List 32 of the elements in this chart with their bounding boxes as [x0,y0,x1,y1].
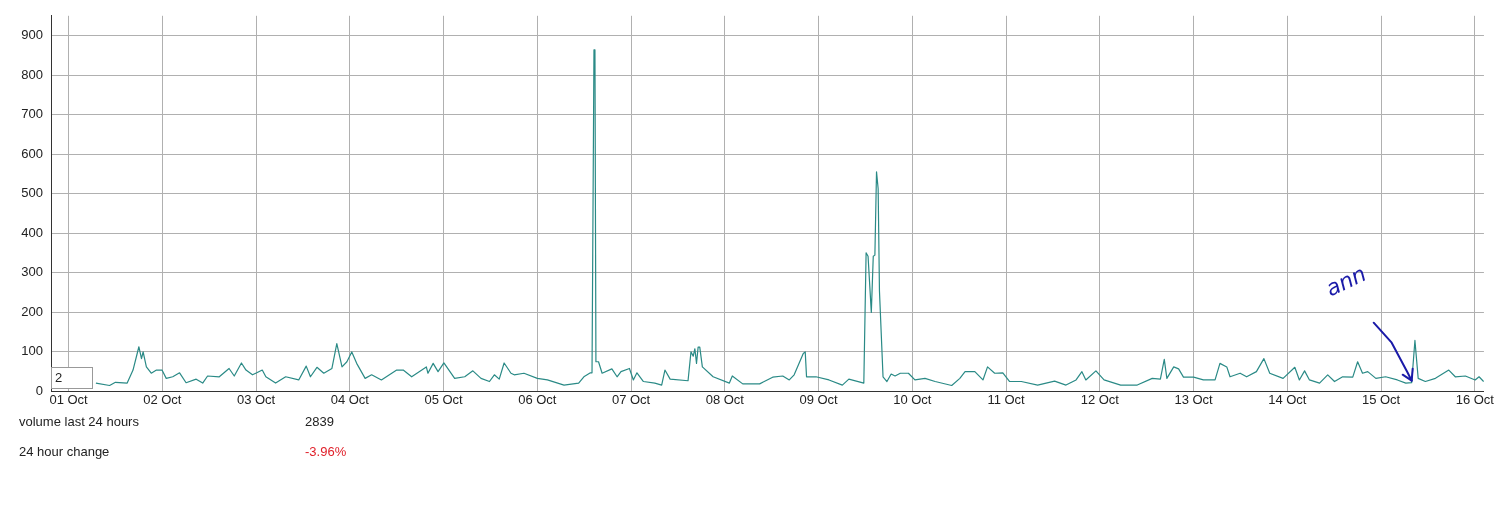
x-tick-label: 06 Oct [518,392,557,408]
x-tick-label: 08 Oct [705,392,745,408]
text: volume last 24 hours [19,414,139,429]
x-tick-label: 05 Oct [424,392,464,408]
x-tick-label: 04 Oct [330,392,370,408]
x-tick-label: 12 Oct [1080,392,1120,408]
x-tick-label: 09 Oct [799,392,839,408]
input-field: 2 [51,367,93,389]
y-tick-label: 600 [21,145,43,161]
y-tick-label: 0 [35,382,43,398]
x-tick-label: 11 Oct [987,392,1026,408]
x-tick-label: 10 Oct [893,392,932,408]
x-tick-label: 16 Oct [1455,392,1495,408]
y-tick-label: 800 [21,66,43,82]
x-tick-label: 15 Oct [1361,392,1401,408]
x-tick-label: 03 Oct [236,392,276,408]
y-tick-label: 500 [21,185,43,201]
x-tick-label: 13 Oct [1174,392,1214,408]
text: 24 hour change [19,444,110,459]
y-tick-label: 200 [21,303,43,319]
annotation: ann [1321,260,1370,302]
y-tick-label: 700 [21,106,43,122]
text: 2839 [305,414,334,429]
x-tick-label: 02 Oct [143,392,182,408]
x-tick-label: 14 Oct [1268,392,1307,408]
y-tick-label: 100 [21,343,43,359]
y-tick-label: 400 [21,224,43,240]
text: -3.96% [305,444,347,459]
y-tick-label: 900 [21,27,43,43]
y-tick-label: 300 [21,264,43,280]
x-tick-label: 07 Oct [611,392,651,408]
x-tick-label: 01 Oct [49,392,89,408]
